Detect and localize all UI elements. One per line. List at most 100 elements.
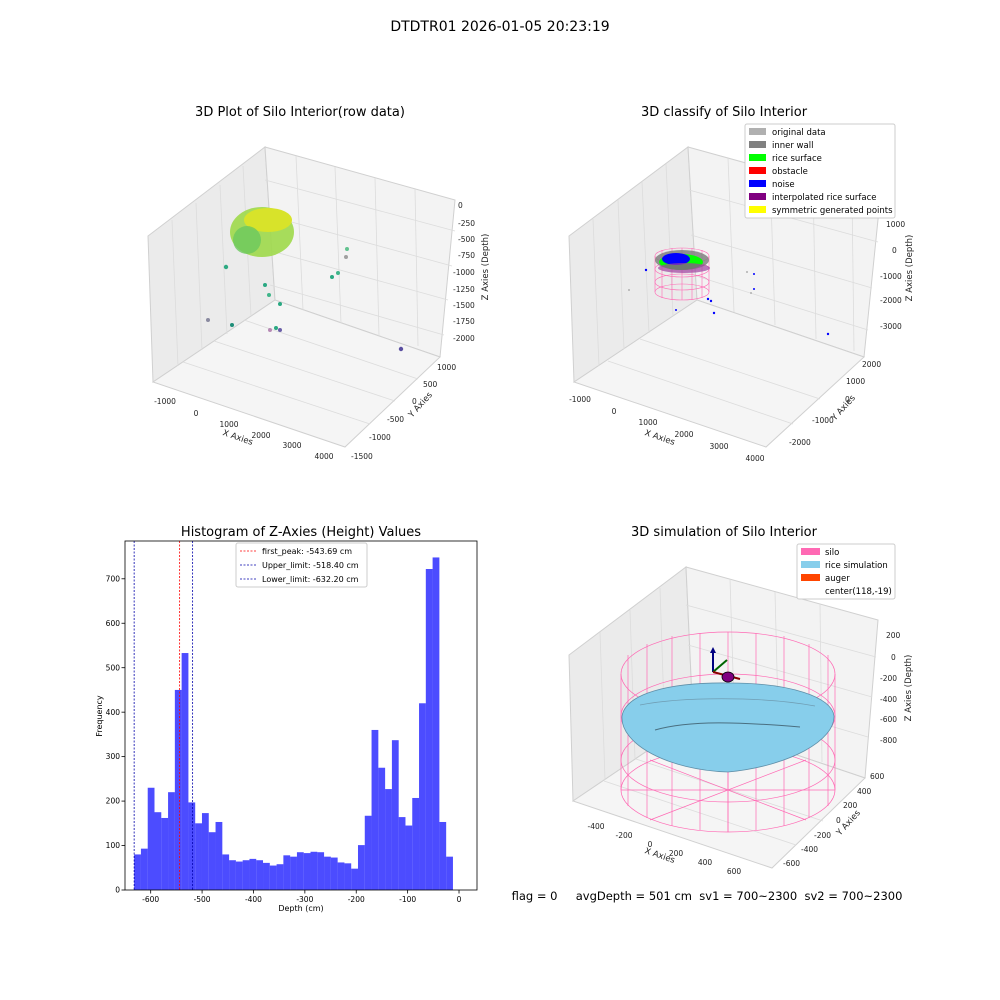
raw-data-3d-panel: 3D Plot of Silo Interior(row data) [147,105,491,461]
classify-noise-point [826,332,830,336]
legend-swatch-inner-wall [749,141,766,148]
sim-x-tick: 600 [727,867,742,876]
sim-rice-surface [621,682,835,773]
legend-label-interpolated-rice-surface: interpolated rice surface [772,193,877,203]
raw-y-tick: -500 [387,415,404,424]
histogram-bar [446,856,453,890]
histogram-x-tick-label: -100 [399,895,416,904]
classify-z-tick: 0 [892,246,897,255]
classify-z-tick: 1000 [886,220,905,229]
histogram-y-tick-label: 0 [115,886,120,895]
histogram-y-tick-label: 500 [106,663,121,672]
raw-cloud-top [244,208,292,232]
histogram-bar [385,789,392,890]
classify-noise-points [662,253,690,265]
sim-y-tick: -600 [783,859,800,868]
legend-label-lower-limit: Lower_limit: -632.20 cm [262,575,359,584]
classify-noise-point [753,273,755,275]
raw-z-tick: -2000 [453,334,475,343]
histogram-bar [140,848,148,890]
histogram-bar [296,852,304,890]
histogram-bar [357,845,365,890]
histogram-bar [181,653,189,890]
classify-legend: original data inner wall rice surface ob… [744,123,896,219]
histogram-bar [432,557,440,890]
legend-swatch-symmetric-generated-points [749,206,766,213]
raw-x-tick: -1000 [154,397,176,406]
histogram-bar [324,856,331,890]
histogram-legend-box [235,542,368,588]
legend-label-rice-surface: rice surface [772,154,822,164]
raw-x-tick: 3000 [282,441,301,450]
simulation-legend: silo rice simulation auger center(118,-1… [796,543,896,600]
raw-noise-point [267,293,271,297]
auger-center-marker [721,671,735,683]
raw-noise-point [278,302,282,306]
raw-y-tick: -1500 [351,452,373,461]
histogram-bar [174,689,182,890]
sim-z-axis: 200 0 -200 -400 -600 -800 Z Axies (Depth… [880,631,914,745]
histogram-x-tick-label: -200 [348,895,365,904]
sim-x-tick: -400 [587,822,604,831]
histogram-bar [371,729,379,890]
classify-z-tick: -2000 [880,296,902,305]
raw-y-label: Y Axies [406,390,435,421]
classify-y-tick: -2000 [789,438,811,447]
histogram-bar [398,817,406,890]
classify-x-tick: 0 [612,407,617,416]
histogram-y-label: Frequency [95,695,104,737]
legend-label-first-peak: first_peak: -543.69 cm [262,547,352,556]
histogram-bar [168,792,175,890]
histogram-bar [317,852,325,890]
histogram-bar [419,703,426,890]
histogram-y-tick-label: 200 [106,797,121,806]
status-line: flag = 0 avgDepth = 501 cm sv1 = 700~230… [512,889,903,903]
raw-z-tick: -1750 [453,317,475,326]
histogram-bar [215,821,223,890]
raw-cloud-shade [233,226,261,254]
histogram-bar [161,817,169,890]
classify-panel-title: 3D classify of Silo Interior [641,105,808,120]
sim-z-tick: 0 [891,653,896,662]
raw-y-tick: -1000 [369,433,391,442]
legend-swatch-original-data [749,128,766,135]
histogram-bar [134,854,141,890]
sim-z-tick: -600 [880,715,897,724]
classify-y-tick: 2000 [862,360,881,369]
auger-axis-y [712,659,728,673]
histogram-bar [378,767,386,890]
sim-y-tick: 0 [836,816,841,825]
raw-gridlines [171,155,456,425]
sim-z-tick: -400 [880,695,897,704]
legend-label-inner-wall: inner wall [772,141,813,151]
raw-y-tick: 0 [412,397,417,406]
figure-suptitle: DTDTR01 2026-01-05 20:23:19 [390,19,609,35]
raw-x-tick: 0 [194,409,199,418]
histogram-bar [229,860,236,890]
raw-noise-point [345,247,349,251]
histogram-bar [201,813,209,890]
raw-point-cloud [206,207,404,352]
rice-surface-ridge [639,698,816,707]
histogram-bar [344,863,352,890]
histogram-frame [124,540,478,891]
histogram-y-tick-label: 300 [106,752,121,761]
simulation-legend-box [796,543,896,600]
histogram-bar [351,868,358,890]
histogram-bar [283,855,291,890]
raw-z-tick: -1250 [453,285,475,294]
legend-swatch-interpolated-rice-surface [749,193,766,200]
raw-panel-title: 3D Plot of Silo Interior(row data) [195,105,405,120]
classify-point-cloud [628,250,830,336]
histogram-bar [290,856,297,890]
raw-x-tick: 4000 [314,452,333,461]
classify-3d-panel: 3D classify of Silo Interior [568,105,915,463]
classify-noise-point [709,299,713,303]
sim-z-tick: -800 [880,736,897,745]
histogram-bar [235,861,243,890]
classify-z-tick: -3000 [880,322,902,331]
classify-noise-point [746,271,748,273]
sim-x-tick: 200 [669,849,684,858]
histogram-x-tick-label: -600 [142,895,159,904]
sim-z-label: Z Axies (Depth) [904,655,914,722]
